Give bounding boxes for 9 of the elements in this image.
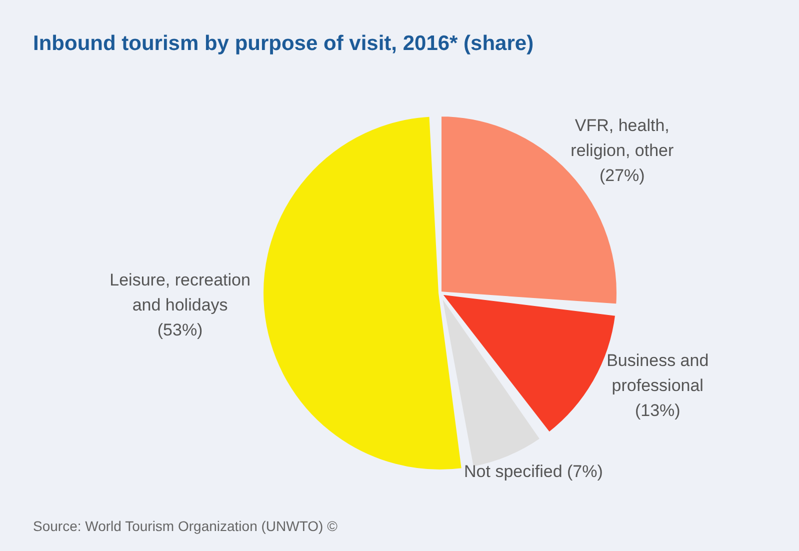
- slice-label: Business and professional: [606, 351, 709, 396]
- data-label: (53%): [157, 320, 203, 340]
- data-label: (13%): [634, 401, 680, 420]
- data-label: (27%): [599, 166, 645, 186]
- slice-label: Not specified (7%): [464, 462, 603, 482]
- slice-label: Leisure, recreation and holidays: [110, 270, 250, 315]
- chart-title: Inbound tourism by purpose of visit, 2016* (share): [33, 32, 534, 56]
- source-note: Source: World Tourism Organization (UNWTO) ©: [33, 518, 338, 534]
- slice-label: VFR, health, religion, other: [570, 116, 674, 160]
